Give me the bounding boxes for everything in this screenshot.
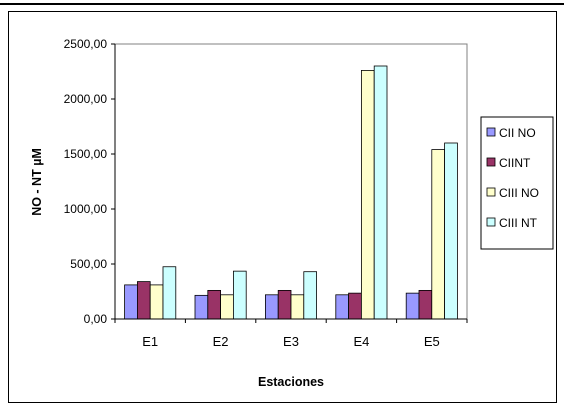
bar-E2-ciii-nt — [232, 270, 247, 320]
legend-swatch — [486, 157, 496, 167]
bar-E5-ciii-nt — [444, 142, 458, 320]
legend-swatch — [486, 217, 496, 227]
bar-E1-ciint — [136, 281, 151, 320]
legend-swatch — [486, 187, 496, 197]
x-tick-label: E4 — [353, 334, 369, 349]
y-tick-label: 500,00 — [70, 257, 107, 271]
y-tick-label: 2000,00 — [64, 92, 108, 106]
y-tick-label: 1500,00 — [64, 147, 108, 161]
x-tick-label: E1 — [142, 334, 158, 349]
bar-E4-cii-no — [335, 294, 349, 320]
bar-E1-ciii-nt — [162, 266, 177, 320]
x-tick-label: E5 — [424, 334, 440, 349]
bar-E2-ciint — [207, 289, 222, 320]
bar-E3-ciint — [277, 289, 292, 320]
bar-E4-ciii-nt — [373, 65, 388, 320]
legend-label: CIINT — [499, 156, 531, 170]
bar-E5-ciii-no — [431, 149, 445, 320]
y-axis-title: NO - NT µM — [30, 148, 44, 216]
bar-E5-ciint — [418, 289, 433, 320]
top-rule — [0, 3, 564, 5]
bar-E2-ciii-no — [220, 294, 234, 320]
bar-E3-ciii-no — [290, 294, 305, 320]
legend-items: CII NO CIINT CIII NO CIII NT — [486, 126, 539, 230]
legend-label: CIII NO — [499, 186, 539, 200]
bar-E1-cii-no — [124, 284, 138, 320]
bar-E2-cii-no — [194, 294, 209, 320]
legend-box — [480, 116, 554, 250]
legend-label: CII NO — [499, 126, 536, 140]
bar-chart: 0,00 500,00 1000,00 1500,00 2000,00 2500,00 E1… — [30, 37, 554, 389]
y-tick-label: 0,00 — [84, 312, 108, 326]
y-tick-label: 1000,00 — [64, 202, 108, 216]
bar-E3-ciii-nt — [303, 271, 317, 320]
legend-label: CIII NT — [499, 216, 538, 230]
x-tick-label: E3 — [283, 334, 299, 349]
legend-swatch — [486, 127, 496, 137]
bars-group — [124, 65, 458, 320]
axes-group: 0,00 500,00 1000,00 1500,00 2000,00 2500,00 E1… — [64, 37, 468, 349]
bar-E3-cii-no — [264, 294, 279, 320]
x-axis-title: Estaciones — [258, 375, 324, 389]
x-tick-label: E2 — [213, 334, 229, 349]
chart-frame: 0,00 500,00 1000,00 1500,00 2000,00 2500,00 E1… — [8, 11, 557, 403]
legend: CII NO CIINT CIII NO CIII NT — [480, 116, 554, 250]
bar-E4-ciii-no — [360, 70, 375, 320]
y-tick-label: 2500,00 — [64, 37, 108, 51]
bar-E4-ciint — [348, 292, 362, 320]
bar-E5-cii-no — [405, 292, 420, 320]
bar-E1-ciii-no — [149, 284, 164, 320]
